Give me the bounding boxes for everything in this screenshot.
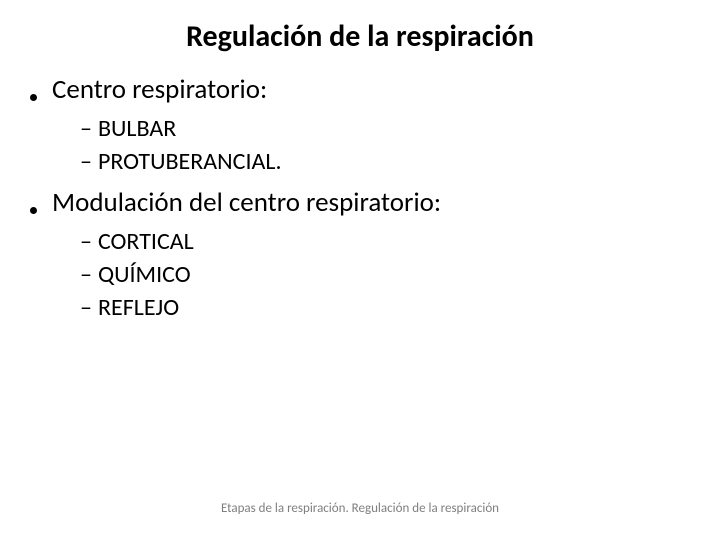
level2-text: CORTICAL (98, 227, 194, 256)
dash-icon: – (80, 293, 92, 322)
level2-text: BULBAR (98, 114, 176, 143)
bullet-level2: –BULBAR (24, 114, 720, 143)
bullet-level1: Modulación del centro respiratorio: (24, 186, 720, 219)
dash-icon: – (80, 114, 92, 143)
slide-title: Regulación de la respiración (0, 0, 720, 73)
level2-text: REFLEJO (98, 293, 179, 322)
bullet-level1: Centro respiratorio: (24, 73, 720, 106)
dash-icon: – (80, 227, 92, 256)
bullet-level2: –PROTUBERANCIAL. (24, 147, 720, 176)
level2-text: PROTUBERANCIAL. (98, 147, 282, 176)
bullet-level2: –QUÍMICO (24, 260, 720, 289)
bullet-dot-icon (24, 73, 52, 106)
slide-content: Centro respiratorio: –BULBAR –PROTUBERAN… (0, 73, 720, 322)
bullet-level2: –CORTICAL (24, 227, 720, 256)
level1-text: Centro respiratorio: (52, 73, 267, 106)
bullet-dot-icon (24, 186, 52, 219)
level1-text: Modulación del centro respiratorio: (52, 186, 441, 219)
slide-footer: Etapas de la respiración. Regulación de … (0, 501, 720, 516)
dash-icon: – (80, 147, 92, 176)
bullet-level2: –REFLEJO (24, 293, 720, 322)
level2-text: QUÍMICO (98, 260, 191, 289)
dash-icon: – (80, 260, 92, 289)
